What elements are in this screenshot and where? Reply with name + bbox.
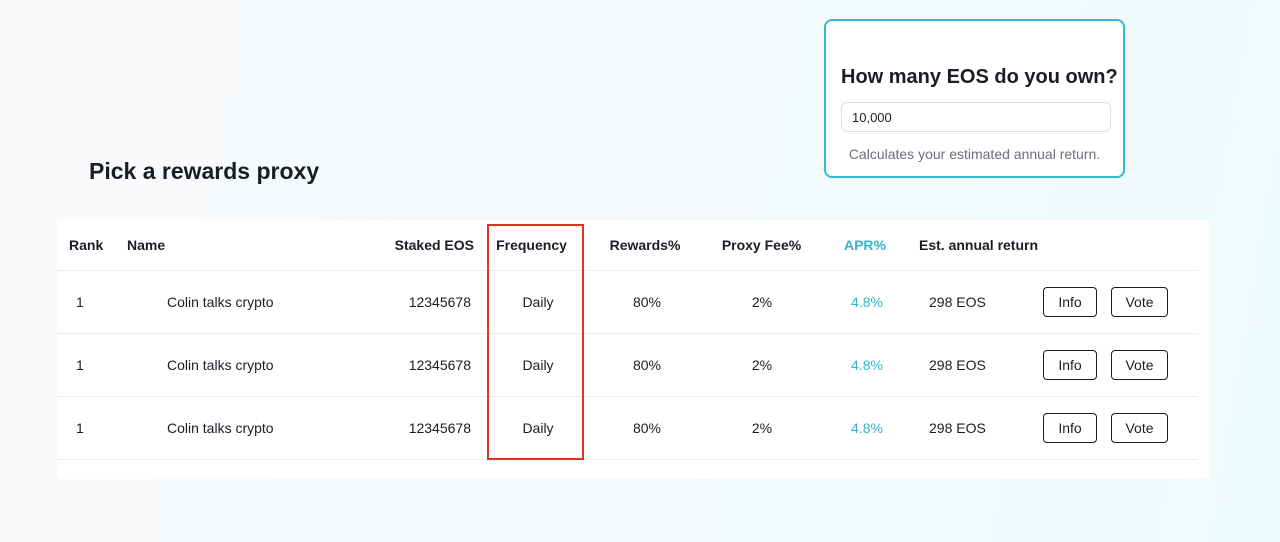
- annual-return-cell: 298 EOS: [929, 357, 986, 373]
- apr-cell: 4.8%: [851, 294, 883, 310]
- calculator-title: How many EOS do you own?: [841, 66, 1118, 88]
- vote-button[interactable]: Vote: [1111, 287, 1168, 317]
- table-row: 1 Colin talks crypto 12345678 Daily 80% …: [57, 397, 1198, 460]
- name-cell: Colin talks crypto: [167, 420, 274, 436]
- proxy-fee-cell: 2%: [751, 420, 773, 436]
- table-row: 1 Colin talks crypto 12345678 Daily 80% …: [57, 334, 1198, 397]
- header-rewards: Rewards%: [609, 237, 681, 253]
- name-cell: Colin talks crypto: [167, 357, 274, 373]
- info-button[interactable]: Info: [1043, 413, 1097, 443]
- frequency-cell: Daily: [522, 357, 554, 373]
- header-proxy-fee: Proxy Fee%: [721, 237, 802, 253]
- eos-calculator-card: How many EOS do you own? Calculates your…: [824, 19, 1125, 178]
- rewards-cell: 80%: [632, 357, 662, 373]
- frequency-cell: Daily: [522, 294, 554, 310]
- header-apr: APR%: [843, 237, 886, 253]
- vote-button[interactable]: Vote: [1111, 413, 1168, 443]
- apr-cell: 4.8%: [851, 357, 883, 373]
- header-staked-eos: Staked EOS: [394, 237, 474, 253]
- rank-cell: 1: [76, 294, 84, 310]
- staked-cell: 12345678: [408, 294, 471, 310]
- staked-cell: 12345678: [408, 420, 471, 436]
- proxy-fee-cell: 2%: [751, 357, 773, 373]
- info-button[interactable]: Info: [1043, 350, 1097, 380]
- header-annual-return: Est. annual return: [919, 237, 1039, 253]
- rewards-cell: 80%: [632, 420, 662, 436]
- apr-cell: 4.8%: [851, 420, 883, 436]
- table-header-row: Rank Name Staked EOS Frequency Rewards% …: [57, 220, 1198, 271]
- header-frequency: Frequency: [496, 237, 567, 253]
- proxy-fee-cell: 2%: [751, 294, 773, 310]
- staked-cell: 12345678: [408, 357, 471, 373]
- section-title: Pick a rewards proxy: [89, 158, 320, 184]
- table-row: 1 Colin talks crypto 12345678 Daily 80% …: [57, 271, 1198, 334]
- annual-return-cell: 298 EOS: [929, 294, 986, 310]
- rewards-cell: 80%: [632, 294, 662, 310]
- info-button[interactable]: Info: [1043, 287, 1097, 317]
- eos-amount-input[interactable]: [841, 102, 1111, 132]
- rank-cell: 1: [76, 420, 84, 436]
- header-rank: Rank: [69, 237, 104, 253]
- name-cell: Colin talks crypto: [167, 294, 274, 310]
- calculator-hint: Calculates your estimated annual return.: [848, 146, 1101, 162]
- rank-cell: 1: [76, 357, 84, 373]
- annual-return-cell: 298 EOS: [929, 420, 986, 436]
- vote-button[interactable]: Vote: [1111, 350, 1168, 380]
- frequency-cell: Daily: [522, 420, 554, 436]
- header-name: Name: [127, 237, 166, 253]
- proxy-table: Rank Name Staked EOS Frequency Rewards% …: [57, 220, 1210, 479]
